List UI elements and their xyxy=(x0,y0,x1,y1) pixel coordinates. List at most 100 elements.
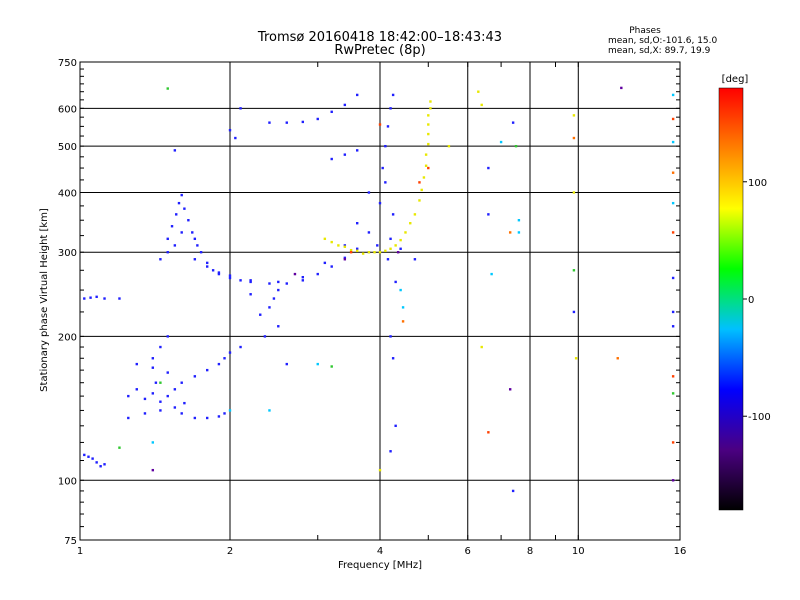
echo-point xyxy=(293,272,297,276)
echo-point xyxy=(343,258,347,261)
echo-point xyxy=(574,357,578,360)
x-tick-label: 10 xyxy=(572,546,585,557)
echo-point xyxy=(572,191,576,194)
echo-point xyxy=(480,103,483,107)
echo-point xyxy=(234,136,237,140)
echo-point xyxy=(572,310,576,314)
echo-points xyxy=(83,86,675,493)
echo-point xyxy=(285,121,288,124)
echo-point xyxy=(173,406,177,409)
echo-point xyxy=(159,409,162,412)
echo-point xyxy=(349,248,353,252)
echo-point xyxy=(268,121,271,124)
echo-point xyxy=(330,265,333,268)
echo-point xyxy=(143,397,147,401)
echo-point xyxy=(389,450,392,453)
echo-point xyxy=(249,279,252,282)
echo-point xyxy=(487,166,490,170)
echo-point xyxy=(381,166,384,170)
echo-point xyxy=(418,199,421,202)
echo-point xyxy=(99,465,102,468)
echo-point xyxy=(166,237,169,241)
echo-point xyxy=(384,249,387,253)
echo-point xyxy=(103,297,106,300)
echo-point xyxy=(89,296,92,299)
echo-point xyxy=(391,357,395,360)
echo-point xyxy=(228,409,232,412)
echo-point xyxy=(671,231,675,234)
echo-point xyxy=(180,193,183,197)
echo-point xyxy=(389,247,392,250)
echo-point xyxy=(83,453,86,457)
echo-point xyxy=(671,375,675,378)
echo-point xyxy=(193,237,197,241)
echo-point xyxy=(223,357,226,360)
y-tick-label: 200 xyxy=(58,332,77,343)
echo-point xyxy=(223,412,226,415)
echo-point xyxy=(572,136,576,140)
echo-point xyxy=(205,416,209,420)
echo-point xyxy=(396,251,400,254)
echo-point xyxy=(277,288,280,292)
echo-point xyxy=(330,240,333,244)
echo-point xyxy=(511,121,515,124)
echo-point xyxy=(391,93,395,97)
echo-point xyxy=(151,441,155,444)
echo-point xyxy=(159,381,162,384)
echo-point xyxy=(166,251,169,254)
echo-point xyxy=(193,416,197,420)
echo-point xyxy=(517,231,521,234)
y-tick-label: 100 xyxy=(58,476,77,487)
echo-point xyxy=(355,249,359,253)
colorbar-tick-label: 0 xyxy=(748,295,754,306)
echo-point xyxy=(330,157,333,161)
stats-o-mode: mean, sd,O:-101.6, 15.0 xyxy=(608,36,718,46)
echo-point xyxy=(217,362,221,366)
echo-point xyxy=(173,388,177,391)
y-tick-label: 500 xyxy=(58,142,77,153)
echo-point xyxy=(187,219,190,222)
echo-point xyxy=(389,237,392,241)
echo-point xyxy=(239,279,242,282)
echo-point xyxy=(228,276,232,280)
echo-point xyxy=(386,125,390,128)
echo-point xyxy=(180,412,183,415)
echo-point xyxy=(268,409,271,412)
echo-point xyxy=(508,388,512,391)
echo-point xyxy=(277,280,280,284)
echo-point xyxy=(118,446,121,449)
y-tick-label: 75 xyxy=(64,536,77,547)
echo-point xyxy=(239,345,242,349)
echo-point xyxy=(671,93,675,97)
echo-point xyxy=(671,325,675,328)
echo-point xyxy=(671,441,675,444)
echo-point xyxy=(386,258,390,261)
echo-point xyxy=(429,100,432,103)
echo-point xyxy=(413,213,417,216)
echo-point xyxy=(447,144,451,148)
echo-point xyxy=(217,272,221,276)
echo-point xyxy=(180,231,183,234)
echo-point xyxy=(427,132,430,136)
echo-point xyxy=(413,258,417,261)
echo-point xyxy=(205,261,209,265)
echo-point xyxy=(384,181,387,184)
echo-point xyxy=(239,107,242,110)
echo-point xyxy=(490,272,493,276)
echo-point xyxy=(378,123,382,126)
echo-point xyxy=(159,400,162,403)
echo-point xyxy=(401,306,405,309)
echo-point xyxy=(196,244,199,247)
colorbar-label: [deg] xyxy=(722,74,749,85)
echo-point xyxy=(316,362,319,366)
x-tick-label: 6 xyxy=(465,546,471,557)
echo-point xyxy=(487,213,490,216)
echo-point xyxy=(424,164,428,167)
echo-point xyxy=(671,201,675,205)
x-axis-label: Frequency [MHz] xyxy=(338,560,422,571)
echo-point xyxy=(301,120,305,124)
echo-point xyxy=(391,213,395,216)
echo-point xyxy=(337,244,340,247)
echo-point xyxy=(384,144,387,148)
echo-point xyxy=(193,375,197,378)
